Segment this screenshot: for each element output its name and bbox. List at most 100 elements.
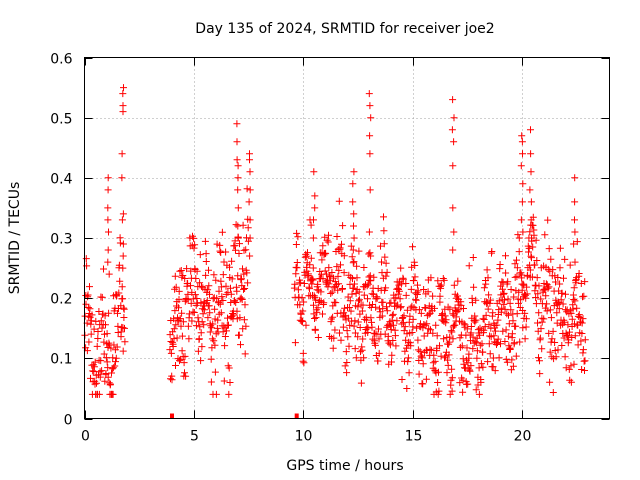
data-point xyxy=(501,338,509,345)
data-point xyxy=(564,321,572,329)
data-point xyxy=(515,234,523,242)
data-point xyxy=(219,328,227,336)
data-point xyxy=(484,358,492,366)
data-point xyxy=(212,330,220,338)
data-point xyxy=(404,358,412,366)
data-point xyxy=(570,360,578,368)
data-point xyxy=(300,280,308,287)
data-point xyxy=(211,341,219,349)
data-point xyxy=(365,90,373,98)
data-point xyxy=(191,241,199,249)
data-point xyxy=(97,357,105,365)
data-point xyxy=(473,354,481,362)
data-point xyxy=(216,300,224,308)
data-point xyxy=(449,96,457,104)
data-point xyxy=(84,304,92,311)
data-point xyxy=(414,287,422,295)
data-point xyxy=(244,279,252,287)
data-point xyxy=(354,333,362,341)
data-point xyxy=(202,258,210,265)
data-point xyxy=(547,255,555,263)
data-point xyxy=(237,341,244,349)
data-point xyxy=(398,376,406,383)
data-point xyxy=(198,343,206,351)
data-point xyxy=(574,312,582,320)
data-point xyxy=(504,332,512,340)
data-point xyxy=(367,314,375,322)
data-point xyxy=(487,296,495,304)
data-point xyxy=(507,286,515,293)
data-point xyxy=(429,329,437,337)
data-point xyxy=(513,310,521,318)
data-point xyxy=(325,231,332,239)
data-point xyxy=(392,342,400,350)
data-point xyxy=(332,299,340,307)
data-point xyxy=(508,356,516,364)
data-point xyxy=(527,150,535,158)
data-point xyxy=(434,379,442,386)
data-point xyxy=(578,330,586,337)
data-point xyxy=(226,379,234,386)
data-point xyxy=(388,351,396,359)
data-point xyxy=(519,150,526,158)
data-point xyxy=(450,228,458,236)
data-point xyxy=(241,301,249,309)
data-point xyxy=(435,368,442,376)
data-point xyxy=(233,307,241,315)
data-point xyxy=(104,373,112,381)
data-point xyxy=(485,340,493,348)
data-point xyxy=(175,296,183,304)
data-point xyxy=(418,354,426,362)
data-point xyxy=(216,247,224,255)
data-point xyxy=(307,221,315,229)
data-point xyxy=(327,290,335,297)
data-point xyxy=(220,258,228,266)
data-point xyxy=(204,286,212,294)
data-point xyxy=(431,357,439,365)
data-point xyxy=(98,367,106,375)
data-point xyxy=(454,277,462,285)
data-point xyxy=(96,373,104,381)
data-point xyxy=(485,321,493,329)
data-point xyxy=(414,346,422,354)
data-point xyxy=(406,312,414,320)
data-point xyxy=(166,346,174,354)
data-point xyxy=(477,360,485,368)
data-point xyxy=(370,273,378,281)
data-point xyxy=(366,132,374,140)
data-point xyxy=(339,222,347,230)
data-point xyxy=(407,285,415,293)
data-point xyxy=(309,234,317,242)
data-point xyxy=(238,275,245,283)
data-point xyxy=(215,299,223,307)
data-point xyxy=(504,295,512,303)
data-point xyxy=(382,259,390,267)
data-point xyxy=(220,377,228,385)
y-tick-label: 0.2 xyxy=(50,292,72,308)
data-point xyxy=(378,312,386,320)
data-point xyxy=(449,246,457,254)
data-point xyxy=(388,358,395,366)
data-point xyxy=(415,370,423,378)
data-point xyxy=(82,255,90,263)
data-point xyxy=(552,278,559,286)
y-tick-label: 0.5 xyxy=(50,112,72,128)
data-point xyxy=(396,295,404,303)
data-point xyxy=(239,221,247,229)
data-point xyxy=(502,269,510,277)
data-point xyxy=(481,323,489,331)
data-point xyxy=(350,322,358,330)
data-point xyxy=(101,377,109,385)
data-point xyxy=(200,321,208,329)
data-point xyxy=(311,315,318,322)
data-point xyxy=(537,295,545,303)
data-point xyxy=(207,378,215,386)
data-point xyxy=(522,323,530,331)
data-point xyxy=(372,303,380,311)
data-point xyxy=(233,156,241,164)
data-point xyxy=(460,320,468,328)
data-point xyxy=(540,315,548,323)
data-point xyxy=(309,264,317,272)
data-point xyxy=(557,296,565,304)
data-point xyxy=(471,312,479,320)
